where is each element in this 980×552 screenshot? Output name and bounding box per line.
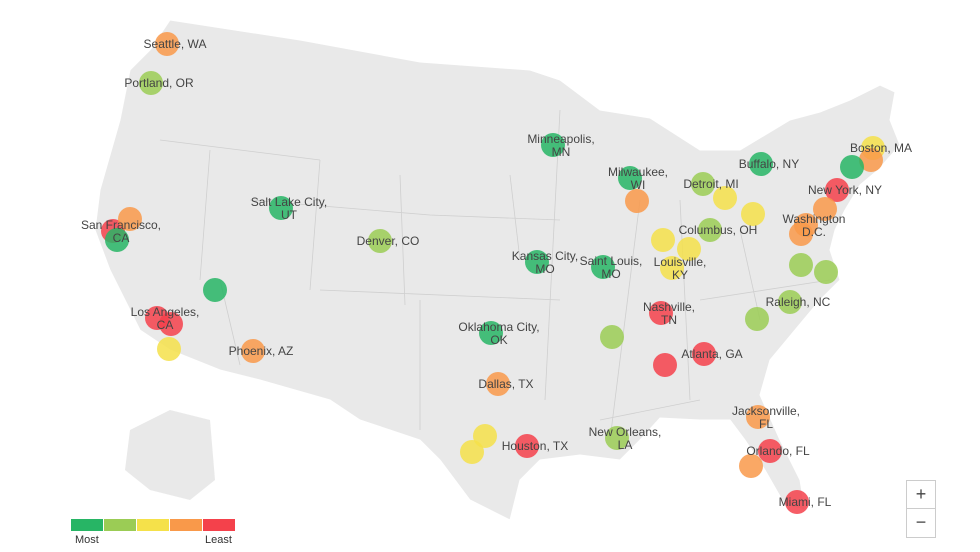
city-label: Oklahoma City, OK bbox=[458, 320, 539, 347]
city-marker[interactable] bbox=[241, 339, 265, 363]
city-marker[interactable] bbox=[789, 253, 813, 277]
legend-swatch-5 bbox=[203, 519, 235, 531]
city-marker[interactable] bbox=[605, 426, 629, 450]
city-marker[interactable] bbox=[368, 229, 392, 253]
legend-swatch-4 bbox=[170, 519, 202, 531]
city-marker[interactable] bbox=[525, 250, 549, 274]
city-label: Orlando, FL bbox=[746, 444, 810, 458]
city-marker[interactable] bbox=[479, 321, 503, 345]
legend bbox=[71, 519, 236, 531]
city-label: Seattle, WA bbox=[144, 37, 207, 51]
state-borders bbox=[159, 109, 831, 441]
city-marker[interactable] bbox=[649, 301, 673, 325]
city-marker[interactable] bbox=[625, 189, 649, 213]
city-marker[interactable] bbox=[785, 490, 809, 514]
city-label: Phoenix, AZ bbox=[229, 344, 294, 358]
city-marker[interactable] bbox=[157, 337, 181, 361]
city-label: Washington D.C. bbox=[783, 212, 846, 239]
city-marker[interactable] bbox=[651, 228, 675, 252]
city-marker[interactable] bbox=[460, 440, 484, 464]
city-marker[interactable] bbox=[591, 255, 615, 279]
city-label: Milwaukee, WI bbox=[608, 165, 668, 192]
city-label: Jacksonville, FL bbox=[732, 404, 800, 431]
city-marker[interactable] bbox=[541, 133, 565, 157]
city-marker[interactable] bbox=[618, 166, 642, 190]
city-marker[interactable] bbox=[859, 148, 883, 172]
alaska bbox=[125, 410, 215, 500]
city-label: Columbus, OH bbox=[679, 223, 758, 237]
city-label: New York, NY bbox=[808, 183, 882, 197]
city-marker[interactable] bbox=[749, 152, 773, 176]
city-label: New Orleans, LA bbox=[589, 425, 662, 452]
city-marker[interactable] bbox=[713, 186, 737, 210]
city-marker[interactable] bbox=[600, 325, 624, 349]
city-marker[interactable] bbox=[758, 439, 782, 463]
zoom-out-button[interactable]: − bbox=[906, 508, 936, 538]
city-marker[interactable] bbox=[691, 172, 715, 196]
city-marker[interactable] bbox=[840, 155, 864, 179]
city-label: Atlanta, GA bbox=[681, 347, 742, 361]
city-marker[interactable] bbox=[814, 260, 838, 284]
city-marker[interactable] bbox=[778, 290, 802, 314]
city-label: Louisville, KY bbox=[654, 255, 707, 282]
city-label: San Francisco, CA bbox=[81, 218, 161, 245]
legend-swatch-1 bbox=[71, 519, 103, 531]
city-label: Houston, TX bbox=[502, 439, 568, 453]
legend-most-label: Most bbox=[75, 534, 99, 546]
city-marker[interactable] bbox=[269, 196, 293, 220]
city-marker[interactable] bbox=[789, 222, 813, 246]
legend-swatch-3 bbox=[137, 519, 169, 531]
city-label: Detroit, MI bbox=[683, 177, 738, 191]
city-label: Buffalo, NY bbox=[739, 157, 799, 171]
city-marker[interactable] bbox=[515, 434, 539, 458]
city-marker[interactable] bbox=[692, 342, 716, 366]
city-label: Los Angeles, CA bbox=[131, 305, 200, 332]
city-marker[interactable] bbox=[159, 312, 183, 336]
zoom-in-button[interactable]: + bbox=[906, 480, 936, 510]
city-label: Nashville, TN bbox=[643, 300, 695, 327]
legend-swatch-2 bbox=[104, 519, 136, 531]
city-label: Boston, MA bbox=[850, 141, 912, 155]
city-marker[interactable] bbox=[745, 307, 769, 331]
city-label: Denver, CO bbox=[357, 234, 420, 248]
city-label: Minneapolis, MN bbox=[527, 132, 594, 159]
city-marker[interactable] bbox=[105, 228, 129, 252]
city-marker[interactable] bbox=[118, 207, 142, 231]
city-marker[interactable] bbox=[203, 278, 227, 302]
city-marker[interactable] bbox=[473, 424, 497, 448]
city-marker[interactable] bbox=[677, 237, 701, 261]
city-label: Saint Louis, MO bbox=[580, 254, 643, 281]
city-label: Raleigh, NC bbox=[766, 295, 831, 309]
city-marker[interactable] bbox=[741, 202, 765, 226]
city-label: Dallas, TX bbox=[478, 377, 533, 391]
city-label: Salt Lake City, UT bbox=[251, 195, 327, 222]
city-marker[interactable] bbox=[660, 256, 684, 280]
city-label: Kansas City, MO bbox=[512, 249, 578, 276]
city-label: Miami, FL bbox=[779, 495, 832, 509]
city-marker[interactable] bbox=[746, 405, 770, 429]
legend-least-label: Least bbox=[205, 534, 232, 546]
city-marker[interactable] bbox=[139, 71, 163, 95]
city-marker[interactable] bbox=[825, 178, 849, 202]
city-marker[interactable] bbox=[739, 454, 763, 478]
city-marker[interactable] bbox=[813, 197, 837, 221]
city-marker[interactable] bbox=[698, 218, 722, 242]
city-marker[interactable] bbox=[155, 32, 179, 56]
city-marker[interactable] bbox=[653, 353, 677, 377]
city-marker[interactable] bbox=[486, 372, 510, 396]
city-label: Portland, OR bbox=[124, 76, 194, 90]
